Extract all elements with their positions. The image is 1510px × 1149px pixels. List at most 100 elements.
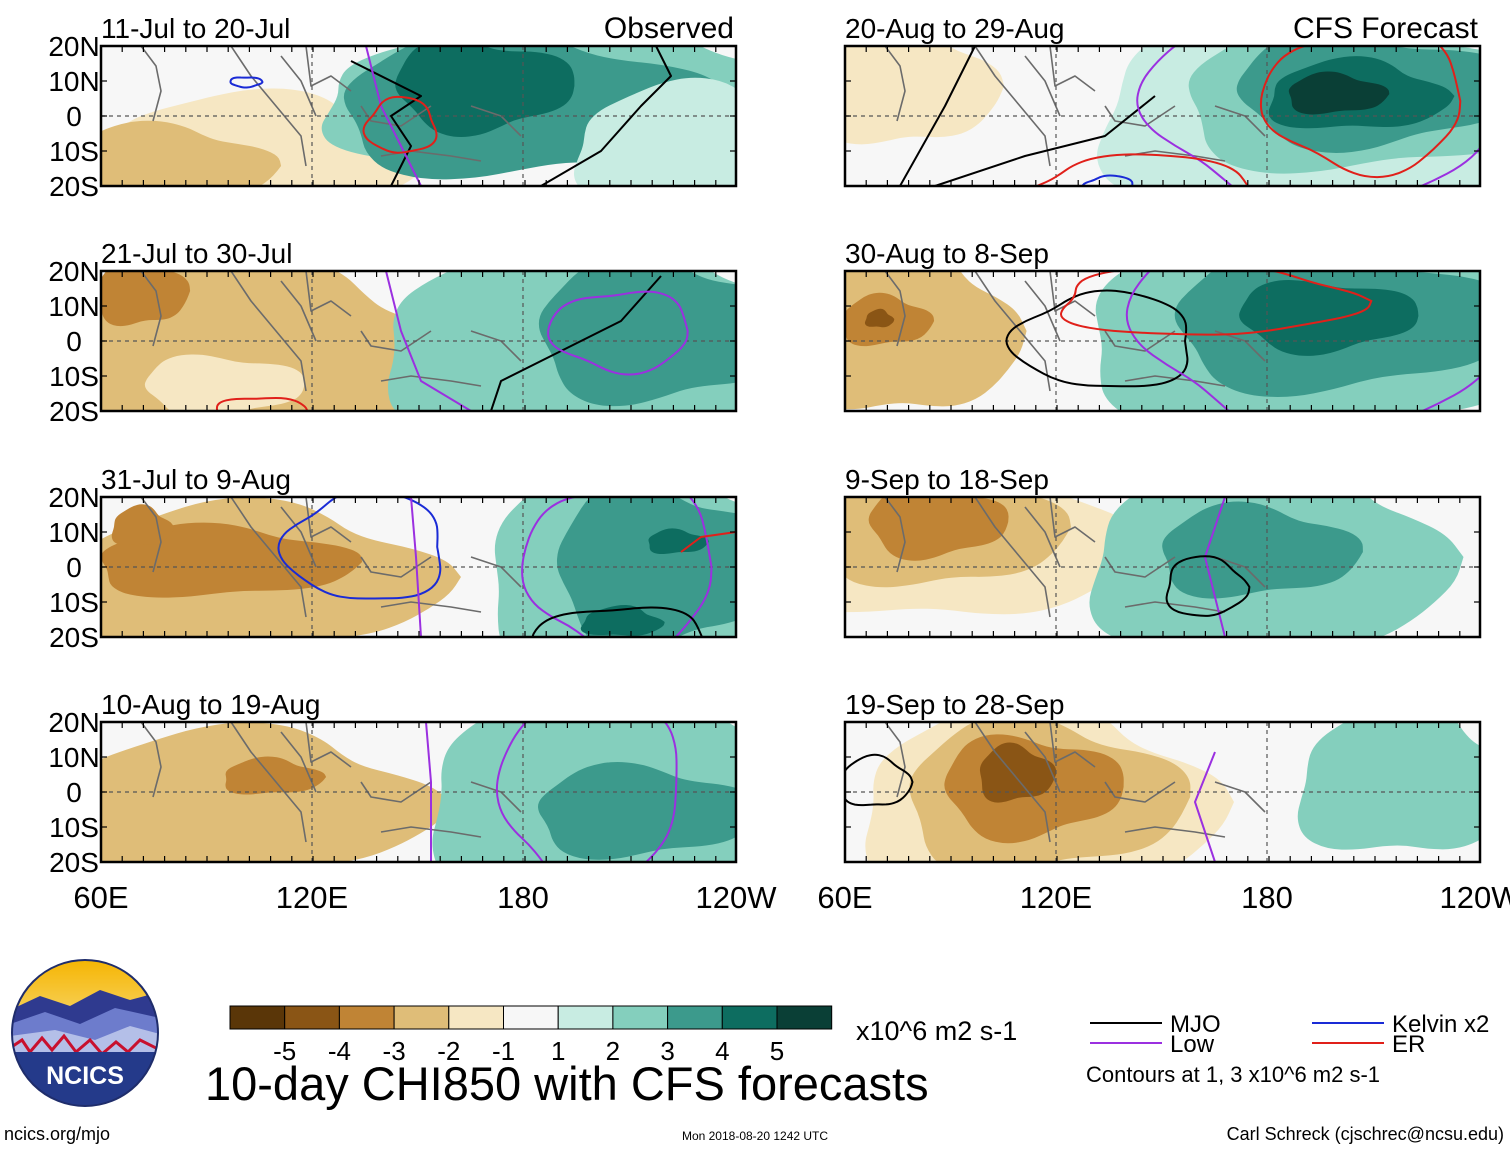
lat-tick-label: 20S: [49, 847, 99, 878]
map-panel: 9-Sep to 18-Sep: [843, 464, 1482, 639]
lat-tick-label: 10S: [49, 812, 99, 843]
anomaly-shading: [101, 46, 736, 186]
colorbar-swatch: [284, 1005, 340, 1030]
colorbar-tick-label: 2: [606, 1036, 620, 1066]
anomaly-shading: [845, 497, 1464, 637]
colorbar-swatch: [557, 1005, 614, 1030]
contour-legend: MJO Kelvin x2 Low ER: [1090, 1011, 1489, 1058]
colorbar-swatch: [393, 1005, 450, 1030]
colorbar-tick-label: -3: [383, 1036, 406, 1066]
lat-tick-label: 10N: [48, 517, 99, 548]
legend-label: ER: [1392, 1031, 1425, 1058]
colorbar-swatch: [229, 1005, 286, 1030]
lon-tick-label: 120E: [276, 880, 348, 915]
lon-tick-label: 60E: [73, 880, 128, 915]
panel-period-label: 19-Sep to 28-Sep: [845, 689, 1065, 720]
lon-tick-label: 120W: [696, 880, 778, 915]
contours: [1005, 271, 1480, 411]
lat-tick-label: 10S: [49, 136, 99, 167]
lon-tick-label: 180: [497, 880, 549, 915]
colorbar-units: x10^6 m2 s-1: [856, 1016, 1017, 1046]
map-panels: 11-Jul to 20-Jul Observed20N10N010S20S21-…: [48, 12, 1510, 915]
colorbar-tick-label: 3: [660, 1036, 674, 1066]
contours: [215, 271, 689, 411]
lat-tick-label: 10N: [48, 66, 99, 97]
legend-label: Kelvin x2: [1392, 1011, 1489, 1038]
lat-tick-label: 20N: [48, 707, 99, 738]
map-panel: 19-Sep to 28-Sep 60E 120E 180 120W: [817, 689, 1510, 915]
colorbar-swatch: [776, 1005, 833, 1030]
panel-period-label: 20-Aug to 29-Aug: [845, 13, 1065, 44]
lat-tick-label: 20S: [49, 622, 99, 653]
legend-label: Low: [1170, 1031, 1215, 1058]
colorbar-swatch: [448, 1005, 504, 1030]
figure-title: 10-day CHI850 with CFS forecasts: [205, 1057, 929, 1110]
contours: [899, 46, 1480, 186]
lat-tick-label: 20N: [48, 482, 99, 513]
panel-period-label: 30-Aug to 8-Sep: [845, 238, 1049, 269]
contours: [425, 722, 678, 862]
colorbar-swatch: [338, 1005, 395, 1030]
ncics-logo: NCICS: [11, 959, 159, 1107]
colorbar-tick-label: 5: [770, 1036, 784, 1066]
legend-entry: ER: [1312, 1031, 1425, 1058]
logo-text: NCICS: [46, 1062, 124, 1090]
lat-tick-label: 0: [66, 326, 82, 357]
timestamp: Mon 2018-08-20 1242 UTC: [682, 1129, 828, 1143]
lat-tick-label: 20S: [49, 396, 99, 427]
forecast-label: CFS Forecast: [1293, 12, 1479, 45]
lat-tick-label: 20N: [48, 256, 99, 287]
lon-tick-label: 120W: [1440, 880, 1510, 915]
colorbar-tick-label: 1: [551, 1036, 565, 1066]
website-url: ncics.org/mjo: [4, 1124, 110, 1144]
colorbar-tick-label: -4: [328, 1036, 351, 1066]
anomaly-shading: [101, 271, 736, 411]
contour-note: Contours at 1, 3 x10^6 m2 s-1: [1086, 1062, 1380, 1087]
panel-period-label: 21-Jul to 30-Jul: [101, 238, 292, 269]
anomaly-shading: [845, 46, 1480, 186]
contours: [229, 46, 672, 186]
lat-tick-label: 10N: [48, 291, 99, 322]
panel-period-label: 31-Jul to 9-Aug: [101, 464, 291, 495]
colorbar-tick-label: 4: [715, 1036, 729, 1066]
map-panel: 20-Aug to 29-Aug CFS Forecast: [843, 12, 1482, 188]
lon-tick-label: 60E: [817, 880, 872, 915]
lat-tick-label: 10S: [49, 361, 99, 392]
legend-entry: Kelvin x2: [1312, 1011, 1489, 1038]
contours: [845, 751, 1216, 862]
colorbar-tick-label: -2: [437, 1036, 460, 1066]
colorbar-swatch: [721, 1005, 778, 1030]
colorbar-swatch: [503, 1005, 559, 1030]
lat-tick-label: 0: [66, 101, 82, 132]
legend-label: MJO: [1170, 1011, 1221, 1038]
lat-tick-label: 10N: [48, 742, 99, 773]
observed-label: Observed: [604, 12, 734, 45]
lat-tick-label: 0: [66, 777, 82, 808]
legend-entry: Low: [1090, 1031, 1215, 1058]
map-panel: 30-Aug to 8-Sep: [843, 238, 1482, 413]
lat-tick-label: 0: [66, 552, 82, 583]
panel-period-label: 10-Aug to 19-Aug: [101, 689, 321, 720]
lon-tick-label: 120E: [1020, 880, 1092, 915]
panel-period-label: 9-Sep to 18-Sep: [845, 464, 1049, 495]
contours: [1165, 497, 1251, 637]
lat-tick-label: 10S: [49, 587, 99, 618]
author-credit: Carl Schreck (cjschrec@ncsu.edu): [1227, 1124, 1504, 1144]
panel-period-label: 11-Jul to 20-Jul: [101, 13, 290, 44]
map-panel: 11-Jul to 20-Jul Observed 20N 10N 0 10S 20S: [48, 12, 738, 202]
lat-tick-label: 20S: [49, 171, 99, 202]
anomaly-shading: [865, 722, 1480, 862]
lon-tick-label: 180: [1241, 880, 1293, 915]
colorbar-swatch: [667, 1005, 723, 1030]
colorbar: -5 -4 -3 -2 -1 1 2 3 4 5: [229, 1005, 833, 1066]
coastlines: [884, 722, 1266, 843]
colorbar-tick-label: -5: [273, 1036, 296, 1066]
colorbar-tick-label: -1: [492, 1036, 515, 1066]
colorbar-swatch: [612, 1005, 669, 1030]
lat-tick-label: 20N: [48, 31, 99, 62]
legend-entry: MJO: [1090, 1011, 1221, 1038]
